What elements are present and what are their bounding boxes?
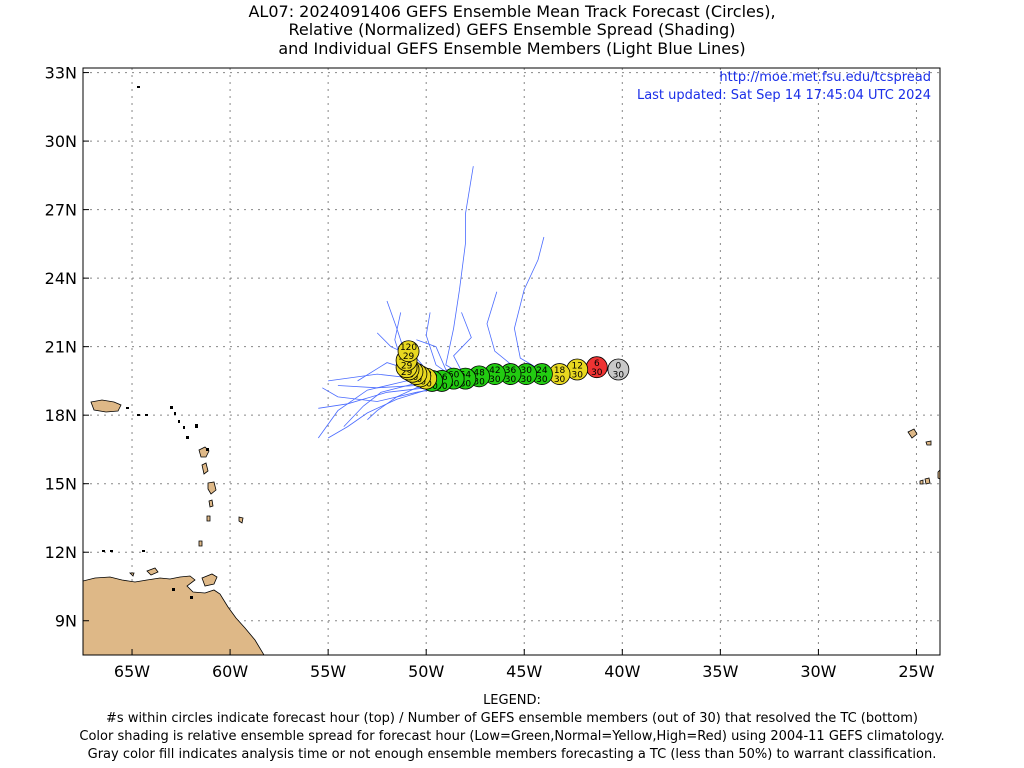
member-count-label: 30 xyxy=(613,370,625,380)
lat-tick-label: 33N xyxy=(45,64,77,83)
lon-tick-label: 30W xyxy=(800,662,836,681)
source-url-link[interactable]: http://moe.met.fsu.edu/tcspread xyxy=(719,70,931,85)
grenada-island xyxy=(198,540,203,547)
legend-heading: LEGEND: xyxy=(483,693,541,708)
member-count-label: 30 xyxy=(489,375,501,385)
forecast-hour-label: 18 xyxy=(554,366,566,376)
member-count-label: 29 xyxy=(401,368,413,378)
member-count-label: 30 xyxy=(571,370,583,380)
forecast-hour-label: 120 xyxy=(400,343,417,353)
land-masses xyxy=(83,86,940,655)
mean-track-circles: 0306301230183024303030363042304830543060… xyxy=(395,340,630,392)
ensemble-member-tracks xyxy=(317,166,617,439)
lon-tick-label: 65W xyxy=(114,662,150,681)
forecast-hour-label: 42 xyxy=(489,366,500,376)
forecast-hour-label: 36 xyxy=(505,366,517,376)
lon-tick-label: 50W xyxy=(408,662,444,681)
track-point-hour-0: 030 xyxy=(607,358,630,381)
lat-tick-label: 9N xyxy=(55,612,77,631)
forecast-hour-label: 12 xyxy=(571,361,582,371)
south-america-landmass xyxy=(83,575,265,655)
ensemble-member-line xyxy=(513,236,617,373)
cape-verde-islands xyxy=(907,428,940,485)
lon-tick-label: 45W xyxy=(506,662,542,681)
forecast-hour-label: 30 xyxy=(520,366,532,376)
member-count-label: 30 xyxy=(520,375,532,385)
plot-frame xyxy=(82,67,941,656)
forecast-hour-label: 48 xyxy=(473,368,485,378)
title-line-1: AL07: 2024091406 GEFS Ensemble Mean Trac… xyxy=(248,2,776,21)
track-circle xyxy=(607,358,630,381)
member-count-label: 30 xyxy=(591,368,603,378)
member-count-label: 30 xyxy=(554,375,566,385)
member-count-label: 30 xyxy=(473,377,485,387)
track-point-hour-6: 630 xyxy=(585,356,608,378)
member-count-label: 29 xyxy=(403,352,415,362)
puerto-rico-island xyxy=(90,399,122,413)
lat-tick-label: 15N xyxy=(45,475,77,494)
legend-line-3: Gray color fill indicates analysis time … xyxy=(87,747,937,762)
track-circle xyxy=(397,340,420,363)
forecast-hour-label: 6 xyxy=(594,359,600,369)
title-line-2: Relative (Normalized) GEFS Ensemble Spre… xyxy=(288,20,736,39)
lon-tick-label: 60W xyxy=(212,662,248,681)
member-count-label: 30 xyxy=(448,380,460,390)
forecast-hour-label: 60 xyxy=(448,371,460,381)
member-count-label: 30 xyxy=(505,375,517,385)
grid-lines xyxy=(83,68,940,655)
map-plot: 0306301230183024303030363042304830543060… xyxy=(45,64,941,681)
member-count-label: 30 xyxy=(460,380,472,390)
lat-tick-label: 21N xyxy=(45,338,77,357)
lon-tick-label: 40W xyxy=(604,662,640,681)
legend-line-1: #s within circles indicate forecast hour… xyxy=(106,711,918,726)
forecast-hour-label: 24 xyxy=(536,366,548,376)
small-islands xyxy=(102,86,209,599)
member-count-label: 29 xyxy=(401,361,413,371)
ensemble-member-line xyxy=(445,166,617,377)
member-count-label: 30 xyxy=(436,382,448,392)
member-count-label: 30 xyxy=(536,375,548,385)
lon-tick-label: 35W xyxy=(702,662,738,681)
martinique-island xyxy=(207,481,217,495)
forecast-hour-label: 0 xyxy=(616,361,622,371)
lon-tick-label: 55W xyxy=(310,662,346,681)
barbados-island xyxy=(238,516,244,524)
dominica-island xyxy=(201,462,209,475)
lat-tick-label: 30N xyxy=(45,132,77,151)
lat-tick-label: 27N xyxy=(45,201,77,220)
title-line-3: and Individual GEFS Ensemble Members (Li… xyxy=(278,39,746,58)
last-updated-text: Last updated: Sat Sep 14 17:45:04 UTC 20… xyxy=(637,88,931,103)
lon-tick-label: 25W xyxy=(898,662,934,681)
lat-tick-label: 12N xyxy=(45,543,77,562)
trinidad-island xyxy=(201,573,218,587)
legend-line-2: Color shading is relative ensemble sprea… xyxy=(79,729,945,744)
st-vincent-island xyxy=(206,515,211,522)
lat-tick-label: 24N xyxy=(45,269,77,288)
axis-labels: 65W 60W 55W 50W 45W 40W 35W 30W 25W 9N 12N 15N 18N 21… xyxy=(45,64,935,681)
st-lucia-island xyxy=(208,499,214,508)
abc-islands xyxy=(129,567,159,577)
lat-tick-label: 18N xyxy=(45,406,77,425)
forecast-hour-label: 54 xyxy=(460,371,472,381)
